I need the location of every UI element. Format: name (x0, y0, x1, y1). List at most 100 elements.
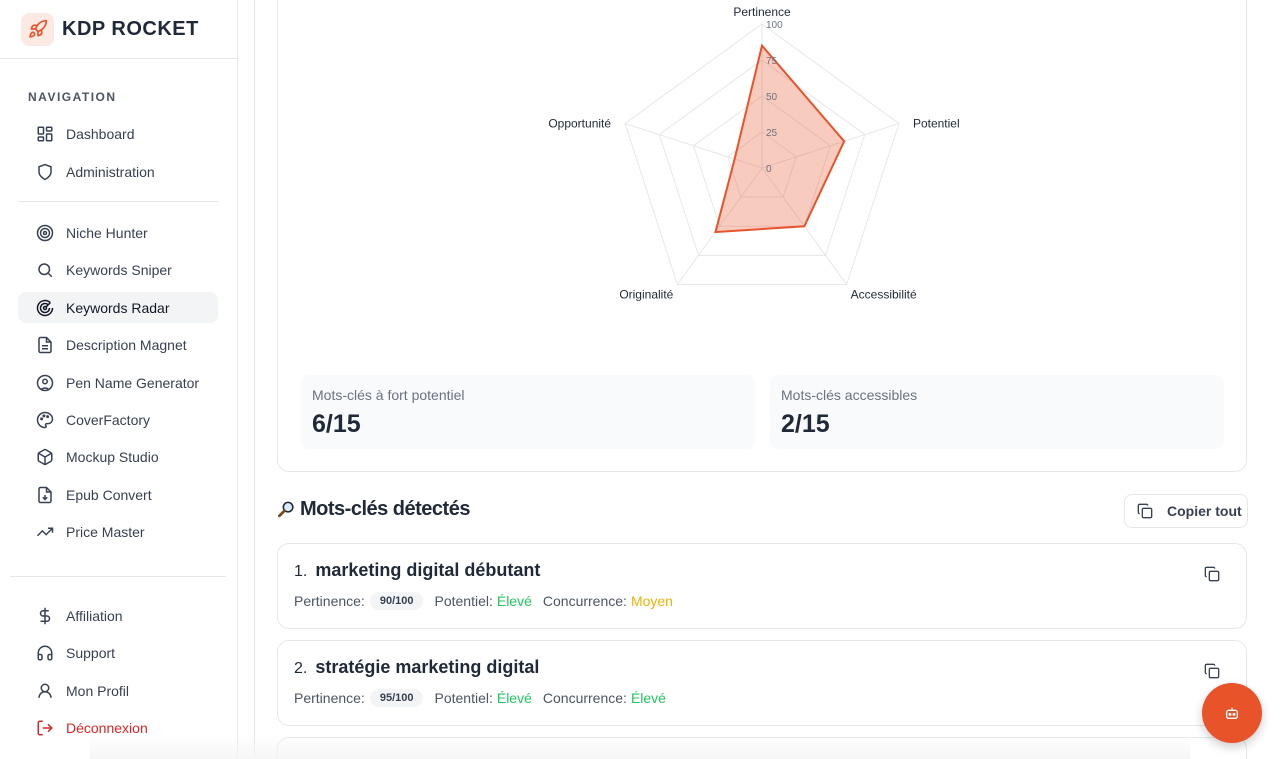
sidebar-item-label: Mockup Studio (66, 448, 159, 465)
copy-icon (1137, 503, 1153, 519)
stat-value: 2/15 (781, 410, 830, 438)
brand[interactable]: KDP ROCKET (0, 0, 237, 59)
keyword-text: stratégie marketing digital (315, 657, 540, 677)
sidebar-divider (10, 576, 226, 577)
sidebar-item-dashboard[interactable]: Dashboard (18, 118, 218, 149)
copy-icon (1204, 663, 1220, 679)
sidebar-item-label: Niche Hunter (66, 224, 148, 241)
trending-up-icon (35, 522, 55, 542)
stat-label: Mots-clés accessibles (781, 387, 918, 403)
radar-spoke (624, 123, 763, 169)
brand-name: KDP ROCKET (62, 17, 199, 40)
section-title-text: Mots-clés détectés (300, 498, 470, 520)
radar-grid-ring (624, 23, 900, 285)
radar-axis-label: Opportunité (548, 117, 611, 131)
keyword-index: 2. (294, 660, 308, 677)
concurrence-label: Concurrence: (542, 690, 627, 706)
concurrence-label: Concurrence: (542, 593, 627, 609)
radar-grid-ring (692, 95, 832, 227)
search-icon (35, 260, 55, 280)
radar-axis-label: Pertinence (733, 5, 791, 19)
nav-heading: NAVIGATION (28, 90, 117, 104)
keyword-index: 1. (294, 563, 308, 580)
keyword-card (277, 737, 1247, 759)
sidebar-item-label: Description Magnet (66, 336, 187, 353)
keyword-card: 1. marketing digital débutant Pertinence:… (277, 543, 1247, 629)
shield-icon (35, 162, 55, 182)
sidebar-item-mockup-studio[interactable]: Mockup Studio (18, 441, 218, 472)
robot-icon (1226, 707, 1238, 719)
sidebar-item-pen-name-generator[interactable]: Pen Name Generator (18, 367, 218, 398)
sidebar-item-label: Dashboard (66, 125, 135, 142)
logout-icon (35, 718, 55, 738)
radar-axis-label: Originalité (619, 287, 673, 301)
keyword-meta: Pertinence: 95/100 Potentiel: Élevé Conc… (294, 689, 677, 707)
sidebar-item-affiliation[interactable]: Affiliation (18, 600, 218, 631)
sidebar: KDP ROCKET NAVIGATION Dashboard Administ… (0, 0, 238, 759)
sidebar-item-support[interactable]: Support (18, 637, 218, 668)
pertinence-badge: 90/100 (369, 592, 424, 610)
keyword-text: marketing digital débutant (315, 560, 541, 580)
headset-icon (35, 643, 55, 663)
potentiel-value: Élevé (496, 690, 532, 706)
sidebar-item-keywords-radar[interactable]: Keywords Radar (18, 292, 218, 323)
sidebar-item-label: Price Master (66, 523, 145, 540)
potentiel-value: Élevé (496, 593, 532, 609)
assistant-fab-button[interactable] (1202, 683, 1262, 743)
sidebar-item-label: Keywords Radar (66, 299, 170, 316)
radar-icon (35, 298, 55, 318)
sidebar-item-description-magnet[interactable]: Description Magnet (18, 329, 218, 360)
sidebar-item-price-master[interactable]: Price Master (18, 516, 218, 547)
keyword-title: 1. marketing digital débutant (294, 560, 540, 581)
sidebar-item-label: Affiliation (66, 607, 123, 624)
box-icon (35, 447, 55, 467)
pertinence-label: Pertinence: (294, 690, 365, 706)
radar-tick-label: 50 (766, 92, 778, 103)
stat-value: 6/15 (312, 410, 361, 438)
copy-all-label: Copier tout (1167, 503, 1242, 519)
main-content: 0 25 50 75 100 Pertinence Potentiel Accessibili… (254, 0, 1270, 759)
concurrence-value: Moyen (630, 593, 673, 609)
sidebar-item-mon-profil[interactable]: Mon Profil (18, 675, 218, 706)
sidebar-item-epub-convert[interactable]: Epub Convert (18, 479, 218, 510)
rocket-icon (21, 12, 54, 46)
sidebar-item-label: Déconnexion (66, 719, 148, 736)
keyword-meta: Pertinence: 90/100 Potentiel: Élevé Conc… (294, 592, 673, 610)
copy-keyword-button[interactable] (1204, 566, 1220, 582)
radar-spoke (761, 123, 900, 169)
potentiel-label: Potentiel: (434, 593, 493, 609)
keyword-title: 2. stratégie marketing digital (294, 657, 539, 678)
sidebar-item-administration[interactable]: Administration (18, 156, 218, 187)
file-download-icon (35, 485, 55, 505)
radar-tick-label: 0 (766, 164, 772, 175)
copy-all-button[interactable]: Copier tout (1124, 494, 1248, 528)
radar-axis-label: Accessibilité (851, 287, 917, 301)
stat-high-potential: Mots-clés à fort potentiel 6/15 (301, 375, 755, 449)
sidebar-item-deconnexion[interactable]: Déconnexion (18, 712, 218, 743)
dollar-icon (35, 606, 55, 626)
radar-card: 0 25 50 75 100 Pertinence Potentiel Accessibili… (277, 0, 1247, 472)
keyword-card: 2. stratégie marketing digital Pertinence… (277, 640, 1247, 726)
sidebar-item-coverfactory[interactable]: CoverFactory (18, 404, 218, 435)
dashboard-icon (35, 124, 55, 144)
concurrence-value: Élevé (630, 690, 666, 706)
copy-icon (1204, 566, 1220, 582)
sidebar-item-label: Keywords Sniper (66, 261, 172, 278)
document-icon (35, 335, 55, 355)
radar-tick-label: 25 (766, 128, 778, 139)
stat-label: Mots-clés à fort potentiel (312, 387, 465, 403)
sidebar-item-label: Epub Convert (66, 486, 152, 503)
sidebar-item-label: Pen Name Generator (66, 374, 200, 391)
sidebar-item-niche-hunter[interactable]: Niche Hunter (18, 217, 218, 248)
keywords-section-title: Mots-clés détectés (277, 498, 470, 521)
pertinence-label: Pertinence: (294, 593, 365, 609)
sidebar-item-keywords-sniper[interactable]: Keywords Sniper (18, 254, 218, 285)
sidebar-item-label: Support (66, 644, 116, 661)
magnifier-icon (277, 500, 296, 519)
copy-keyword-button[interactable] (1204, 663, 1220, 679)
sidebar-item-label: CoverFactory (66, 411, 151, 428)
radar-spoke (676, 167, 763, 285)
potentiel-label: Potentiel: (434, 690, 493, 706)
